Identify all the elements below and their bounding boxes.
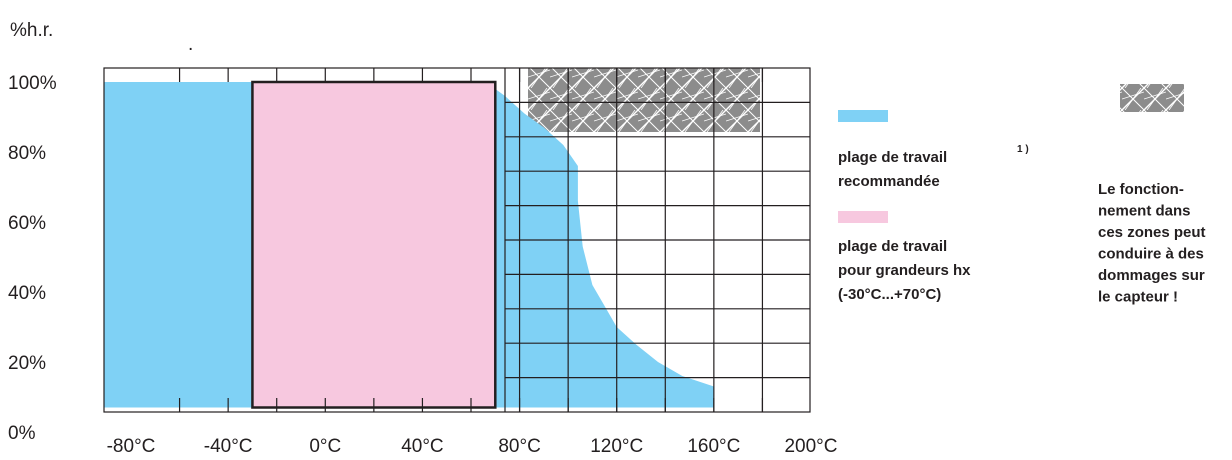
legend-hx-line1: plage de travail [838,238,947,255]
x-tick-label: 120°C [590,436,643,457]
y-tick-label: 80% [8,143,46,164]
legend-recommended-line2: recommandée [838,173,940,190]
legend-hx-line2: pour grandeurs hx [838,262,971,279]
legend-swatch-recommended [838,110,888,122]
y-axis-dot: . [188,34,193,55]
warning-line: Le fonction- [1098,181,1184,198]
y-tick-labels: 0% 20% 40% 60% 80% 100% [8,73,57,444]
y-tick-label: 40% [8,283,46,304]
y-tick-label: 60% [8,213,46,234]
y-axis-title: %h.r. [10,20,53,41]
warning-line: ces zones peut [1098,224,1206,241]
y-tick-label: 20% [8,353,46,374]
legend-hx-line3: (-30°C...+70°C) [838,286,941,303]
x-tick-label: 80°C [498,436,540,457]
warning-text: Le fonction-nement dans ces zones peut con… [1098,181,1206,306]
legend-swatch-hx [838,211,888,223]
area-hx-range [252,82,496,408]
legend-recommended-line1: plage de travail [838,149,947,166]
warning-line: le capteur ! [1098,289,1178,306]
legend-swatch-hatched [1120,84,1184,112]
warning-line: conduire à des [1098,246,1204,263]
x-tick-label: 40°C [401,436,443,457]
warning-line: dommages sur [1098,267,1205,284]
x-tick-label: 200°C [784,436,837,457]
hx-range-outline [251,80,497,409]
legend-footnote: 1 ) [1017,144,1029,155]
x-tick-label: -40°C [204,436,253,457]
warning-line: nement dans [1098,203,1191,220]
x-tick-label: -80°C [107,436,156,457]
grid [103,67,811,413]
y-tick-label: 0% [8,423,36,444]
x-tick-label: 0°C [309,436,341,457]
x-tick-labels: -80°C -40°C 0°C 40°C 80°C 120°C 160°C 200°C [107,436,838,457]
y-tick-label: 100% [8,73,57,94]
danger-zone-hatched [528,68,760,132]
x-tick-label: 160°C [687,436,740,457]
